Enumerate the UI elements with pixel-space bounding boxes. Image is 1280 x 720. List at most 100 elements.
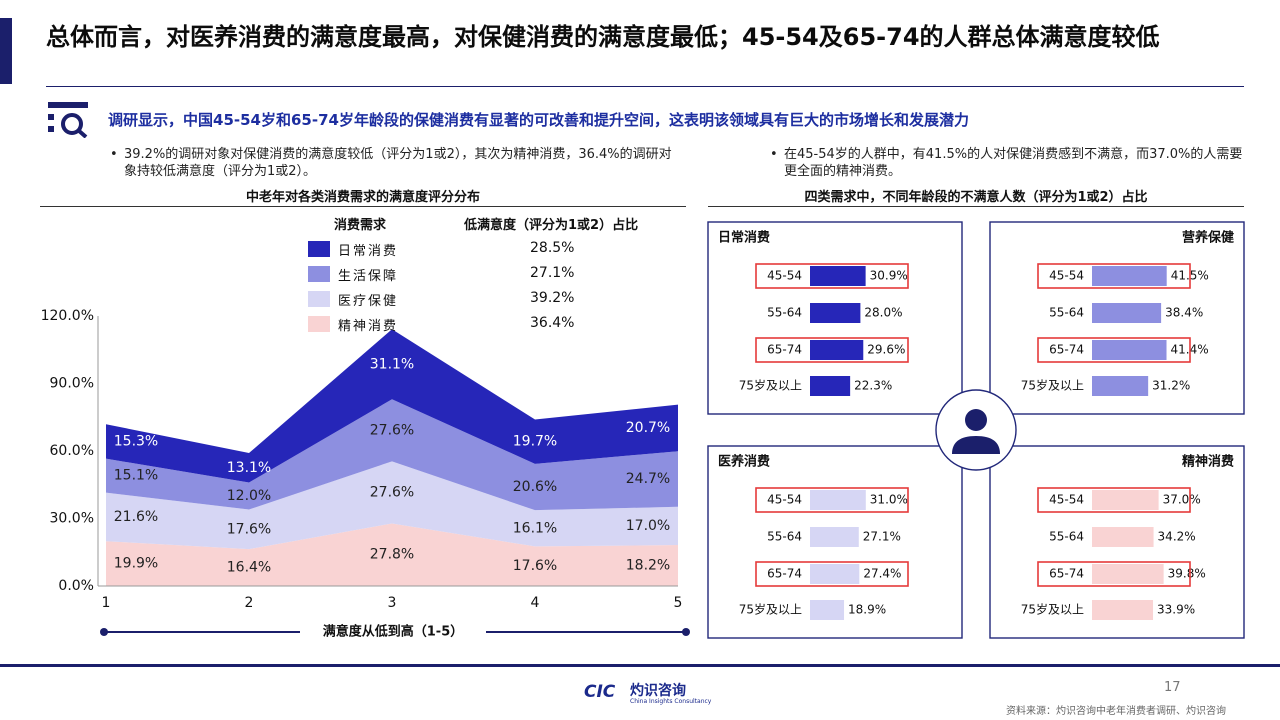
area-data-label: 17.6% [513, 558, 557, 574]
source-note: 资料来源：灼识咨询中老年消费者调研、灼识咨询 [1006, 706, 1226, 717]
area-data-label: 20.7% [626, 420, 670, 436]
bar-value-label: 39.8% [1168, 567, 1206, 581]
highlight-box [755, 487, 909, 513]
bar-value-label: 30.9% [870, 269, 908, 283]
legend-item-daily: 日常消费 28.5% [286, 238, 686, 260]
age-bar [1092, 600, 1154, 620]
company-logo: CIC 灼识咨询 China Insights Consultancy [584, 680, 724, 710]
bar-value-label: 33.9% [1157, 603, 1195, 617]
age-label: 75岁及以上 [739, 378, 802, 393]
bar-value-label: 27.1% [863, 530, 901, 544]
y-tick-label: 0.0% [58, 578, 94, 594]
highlight-box [1037, 561, 1191, 587]
area-data-label: 13.1% [227, 460, 271, 476]
age-label: 55-64 [767, 530, 802, 544]
area-layer-life [106, 399, 678, 511]
area-data-label: 15.1% [114, 468, 158, 484]
x-caption-start-dot [100, 628, 108, 636]
title-divider [46, 86, 1244, 87]
legend-item-medical: 医疗保健 39.2% [286, 288, 686, 310]
footer-divider [0, 664, 1280, 667]
logo-name: 灼识咨询 [630, 683, 686, 699]
age-label: 45-54 [1049, 493, 1084, 507]
legend-value: 28.5% [530, 240, 575, 256]
bar-value-label: 29.6% [867, 343, 905, 357]
area-data-label: 19.7% [513, 434, 557, 450]
x-caption-end-dot [682, 628, 690, 636]
legend-value: 36.4% [530, 315, 575, 331]
age-label: 65-74 [767, 567, 802, 581]
age-label: 55-64 [1049, 306, 1084, 320]
person-body-icon [952, 436, 1000, 454]
legend-item-life: 生活保障 27.1% [286, 263, 686, 285]
age-bar [1092, 340, 1167, 360]
age-bar [1092, 266, 1167, 286]
legend-name: 日常消费 [338, 244, 399, 259]
age-bar [810, 490, 866, 510]
page-number: 17 [1164, 680, 1181, 695]
area-data-label: 16.4% [227, 560, 271, 576]
left-section-divider [40, 206, 686, 207]
age-bar [810, 376, 851, 396]
bullet-dot: • [110, 147, 118, 162]
age-label: 75岁及以上 [1021, 602, 1084, 617]
area-data-label: 18.2% [626, 558, 670, 574]
person-icon [965, 409, 987, 431]
y-tick-label: 90.0% [50, 376, 94, 392]
area-data-label: 27.6% [370, 422, 414, 438]
age-label: 45-54 [767, 269, 802, 283]
age-bar [1092, 376, 1149, 396]
panel-title: 精神消费 [1182, 454, 1234, 470]
x-tick-label: 1 [102, 595, 111, 611]
area-data-label: 27.8% [370, 547, 414, 563]
age-label: 65-74 [1049, 567, 1084, 581]
legend-item-spirit: 精神消费 36.4% [286, 313, 686, 335]
title-accent-bar [0, 18, 12, 84]
bar-value-label: 28.0% [864, 306, 902, 320]
bar-value-label: 34.2% [1158, 530, 1196, 544]
y-tick-label: 30.0% [50, 511, 94, 527]
age-bar [1092, 303, 1162, 323]
research-icon [48, 102, 88, 138]
age-bar [810, 527, 859, 547]
legend-swatch [308, 241, 330, 257]
legend-name: 精神消费 [338, 319, 399, 334]
age-label: 55-64 [767, 306, 802, 320]
age-bar [810, 564, 860, 584]
area-data-label: 17.0% [626, 518, 670, 534]
x-tick-label: 3 [388, 595, 397, 611]
bar-value-label: 27.4% [863, 567, 901, 581]
bar-value-label: 37.0% [1163, 493, 1201, 507]
x-axis-title: 满意度从低到高（1-5） [323, 624, 464, 640]
age-label: 45-54 [767, 493, 802, 507]
age-bar [1092, 527, 1154, 547]
age-label: 75岁及以上 [1021, 378, 1084, 393]
legend-swatch [308, 291, 330, 307]
bullet-right-text: 在45-54岁的人群中，有41.5%的人对保健消费感到不满意，而37.0%的人需… [784, 147, 1243, 179]
panel-title: 日常消费 [718, 230, 770, 246]
area-data-label: 24.7% [626, 471, 670, 487]
x-tick-label: 5 [674, 595, 683, 611]
y-tick-label: 60.0% [50, 443, 94, 459]
x-caption-bg [300, 622, 486, 642]
bar-value-label: 38.4% [1165, 306, 1203, 320]
area-data-label: 15.3% [114, 433, 158, 449]
highlight-box [1037, 263, 1191, 289]
right-section-divider [708, 206, 1244, 207]
area-layer-daily [106, 329, 678, 483]
legend-header-ratio: 低满意度（评分为1或2）占比 [464, 218, 639, 233]
right-section-title: 四类需求中，不同年龄段的不满意人数（评分为1或2）占比 [804, 190, 1148, 205]
age-bar [810, 303, 861, 323]
bullet-dot: • [770, 147, 778, 162]
area-layer-medical [106, 461, 678, 550]
legend-name: 医疗保健 [338, 294, 399, 309]
area-data-label: 12.0% [227, 488, 271, 504]
logo-mark: CIC [584, 682, 616, 702]
left-section-title: 中老年对各类消费需求的满意度评分分布 [245, 190, 480, 205]
panel-title: 营养保健 [1182, 230, 1234, 246]
area-data-label: 20.6% [513, 479, 557, 495]
area-data-label: 27.6% [370, 484, 414, 500]
legend-swatch [308, 316, 330, 332]
bar-value-label: 31.0% [870, 493, 908, 507]
